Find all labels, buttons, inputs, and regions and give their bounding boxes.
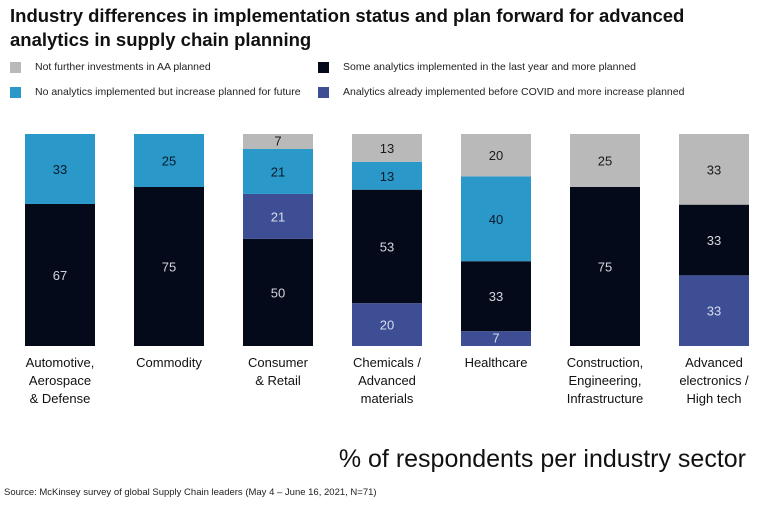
data-label: 40	[489, 212, 503, 227]
category-label: Advanced	[358, 373, 416, 388]
data-label: 7	[274, 133, 281, 148]
bar-segment	[243, 148, 313, 194]
bar-segment	[679, 204, 749, 276]
data-label: 33	[53, 162, 67, 177]
bar-segment	[352, 189, 422, 304]
bar-segment	[570, 187, 640, 346]
data-label: 21	[271, 209, 285, 224]
category-label: & Retail	[255, 373, 301, 388]
bar-segment	[570, 134, 640, 187]
bar-segment	[679, 275, 749, 346]
bar-segment	[352, 134, 422, 162]
bar-segment	[243, 238, 313, 346]
category-label: Commodity	[136, 355, 202, 370]
source-note: Source: McKinsey survey of global Supply…	[4, 487, 377, 498]
bar-segment	[461, 261, 531, 332]
data-label: 21	[271, 164, 285, 179]
bar-segment	[243, 134, 313, 149]
legend-swatch-gray	[10, 61, 21, 73]
category-label: Advanced	[685, 355, 743, 370]
category-label: Healthcare	[465, 355, 528, 370]
data-label: 33	[707, 304, 721, 319]
data-label: 67	[53, 268, 67, 283]
data-label: 50	[271, 285, 285, 300]
bar-segment	[461, 331, 531, 346]
data-label: 20	[380, 318, 394, 333]
legend-item-some-analytics-implemented: Some analytics implemented in the last y…	[318, 61, 636, 73]
category-label: Infrastructure	[567, 391, 644, 406]
bar-segment	[25, 134, 95, 204]
legend-swatch-blue	[10, 86, 21, 98]
data-label: 13	[380, 169, 394, 184]
bar-segment	[352, 161, 422, 190]
legend-item-no-analytics-implemented: No analytics implemented but increase pl…	[10, 86, 301, 98]
legend-item-analytics-before-covid: Analytics already implemented before COV…	[318, 86, 684, 98]
data-label: 7	[492, 331, 499, 346]
legend-item-no-further-investment: Not further investments in AA planned	[10, 61, 211, 73]
legend-swatch-black	[318, 61, 329, 73]
data-label: 75	[162, 260, 176, 275]
bar-segment	[134, 187, 204, 346]
bar-segment	[679, 134, 749, 205]
category-label: & Defense	[30, 391, 91, 406]
legend-label: No analytics implemented but increase pl…	[35, 86, 301, 98]
bar-segment	[243, 193, 313, 239]
data-label: 33	[707, 233, 721, 248]
stacked-bar-chart: 67 33 Automotive, Aerospace & Defense 75 25 Com…	[25, 133, 749, 406]
category-label: Automotive,	[26, 355, 95, 370]
category-label: Construction,	[567, 355, 644, 370]
data-label: 75	[598, 260, 612, 275]
data-label: 33	[489, 289, 503, 304]
legend-label: Not further investments in AA planned	[35, 61, 211, 73]
bar-segment	[25, 203, 95, 346]
category-label: electronics /	[679, 373, 749, 388]
bar-segment	[461, 176, 531, 262]
category-label: High tech	[687, 391, 742, 406]
legend-swatch-navy	[318, 86, 329, 98]
legend-label: Analytics already implemented before COV…	[343, 86, 685, 98]
category-label: materials	[361, 391, 414, 406]
bar-segment	[461, 134, 531, 177]
data-label: 53	[380, 239, 394, 254]
chart-subtitle: % of respondents per industry sector	[338, 445, 746, 473]
chart-title: Industry differences in implementation s…	[10, 5, 685, 50]
category-label: Engineering,	[569, 373, 642, 388]
category-label: Aerospace	[29, 373, 91, 388]
data-label: 25	[162, 154, 176, 169]
category-label: Chemicals /	[353, 355, 421, 370]
bar-segment	[352, 303, 422, 346]
data-label: 25	[598, 154, 612, 169]
legend-label: Some analytics implemented in the last y…	[343, 61, 636, 73]
bar-segment	[134, 134, 204, 187]
data-label: 20	[489, 148, 503, 163]
data-label: 33	[707, 162, 721, 177]
category-label: Consumer	[248, 355, 309, 370]
data-label: 13	[380, 141, 394, 156]
